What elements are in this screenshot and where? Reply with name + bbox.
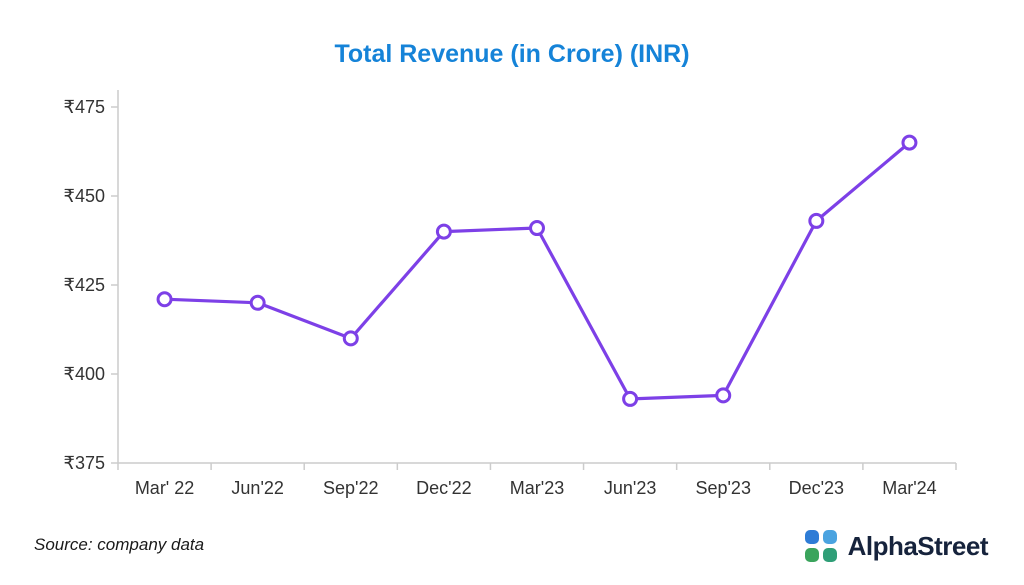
x-tick-label: Jun'22 [231, 478, 283, 498]
revenue-line-chart: ₹375 ₹400 ₹425 ₹450 ₹475 Mar' 22 Jun'22 Sep'22 D… [64, 90, 957, 498]
x-tick-label: Sep'22 [323, 478, 379, 498]
source-note: Source: company data [34, 535, 205, 554]
chart-title: Total Revenue (in Crore) (INR) [334, 40, 690, 68]
brand-name: AlphaStreet [847, 530, 989, 561]
x-tick-label: Mar' 22 [135, 478, 194, 498]
data-point [156, 291, 173, 308]
data-point [529, 220, 545, 237]
revenue-line [163, 141, 911, 401]
y-tick-label: ₹375 [64, 453, 105, 473]
y-tick-label: ₹425 [64, 275, 105, 295]
x-tick-label: Mar'23 [510, 478, 564, 498]
data-point [901, 134, 918, 151]
data-point [715, 387, 732, 404]
y-tick-label: ₹400 [64, 364, 105, 384]
x-tick-label: Mar'24 [882, 478, 936, 498]
data-point [622, 390, 639, 407]
x-tick-label: Sep'23 [695, 478, 751, 498]
data-point [435, 223, 452, 240]
y-tick-label: ₹450 [64, 186, 105, 206]
data-point [808, 212, 825, 229]
data-point [342, 330, 359, 347]
data-point [249, 294, 266, 311]
x-tick-label: Dec'23 [789, 478, 844, 498]
alphastreet-logo-icon [804, 530, 837, 562]
x-tick-label: Dec'22 [416, 478, 471, 498]
y-tick-label: ₹475 [64, 97, 105, 117]
brand-lockup: AlphaStreet [804, 529, 989, 563]
x-tick-label: Jun'23 [604, 478, 656, 498]
